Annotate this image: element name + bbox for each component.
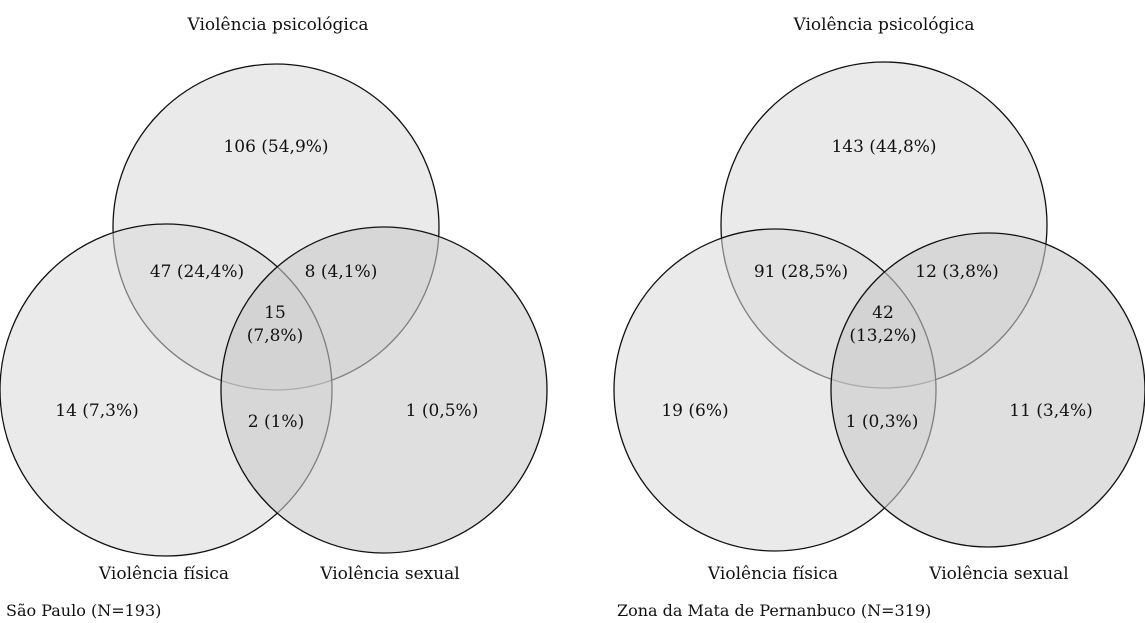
region-psych-fisica: 91 (28,5%) (754, 262, 848, 282)
region-sexual-only: 11 (3,4%) (1009, 401, 1093, 421)
region-fisica-sexual: 2 (1%) (248, 412, 304, 432)
region-all-three-count: 15 (264, 303, 286, 323)
label-top: Violência psicológica (792, 15, 974, 35)
label-left: Violência física (98, 564, 229, 584)
region-sexual-only: 1 (0,5%) (406, 401, 479, 421)
region-psych-only: 143 (44,8%) (831, 137, 936, 157)
region-all-three-count: 42 (872, 303, 894, 323)
label-left: Violência física (707, 564, 838, 584)
region-psych-only: 106 (54,9%) (223, 137, 328, 157)
region-psych-fisica: 47 (24,4%) (150, 262, 244, 282)
region-all-three-percent: (7,8%) (247, 326, 303, 346)
label-top: Violência psicológica (186, 15, 368, 35)
label-right: Violência sexual (319, 564, 460, 584)
region-fisica-only: 19 (6%) (661, 401, 728, 421)
region-psych-sexual: 8 (4,1%) (305, 262, 378, 282)
region-all-three-percent: (13,2%) (849, 326, 916, 346)
circle-violencia-sexual (830, 232, 1145, 548)
region-fisica-only: 14 (7,3%) (55, 401, 139, 421)
caption: Zona da Mata de Pernanbuco (N=319) (617, 601, 931, 620)
caption: São Paulo (N=193) (6, 601, 161, 620)
label-right: Violência sexual (928, 564, 1069, 584)
region-fisica-sexual: 1 (0,3%) (846, 412, 919, 432)
region-psych-sexual: 12 (3,8%) (915, 262, 999, 282)
venn-diagram-sao-paulo: Violência psicológica Violência física V… (0, 15, 548, 620)
venn-diagram-zona-da-mata: Violência psicológica Violência física V… (613, 15, 1145, 620)
circle-violencia-sexual (220, 226, 548, 554)
